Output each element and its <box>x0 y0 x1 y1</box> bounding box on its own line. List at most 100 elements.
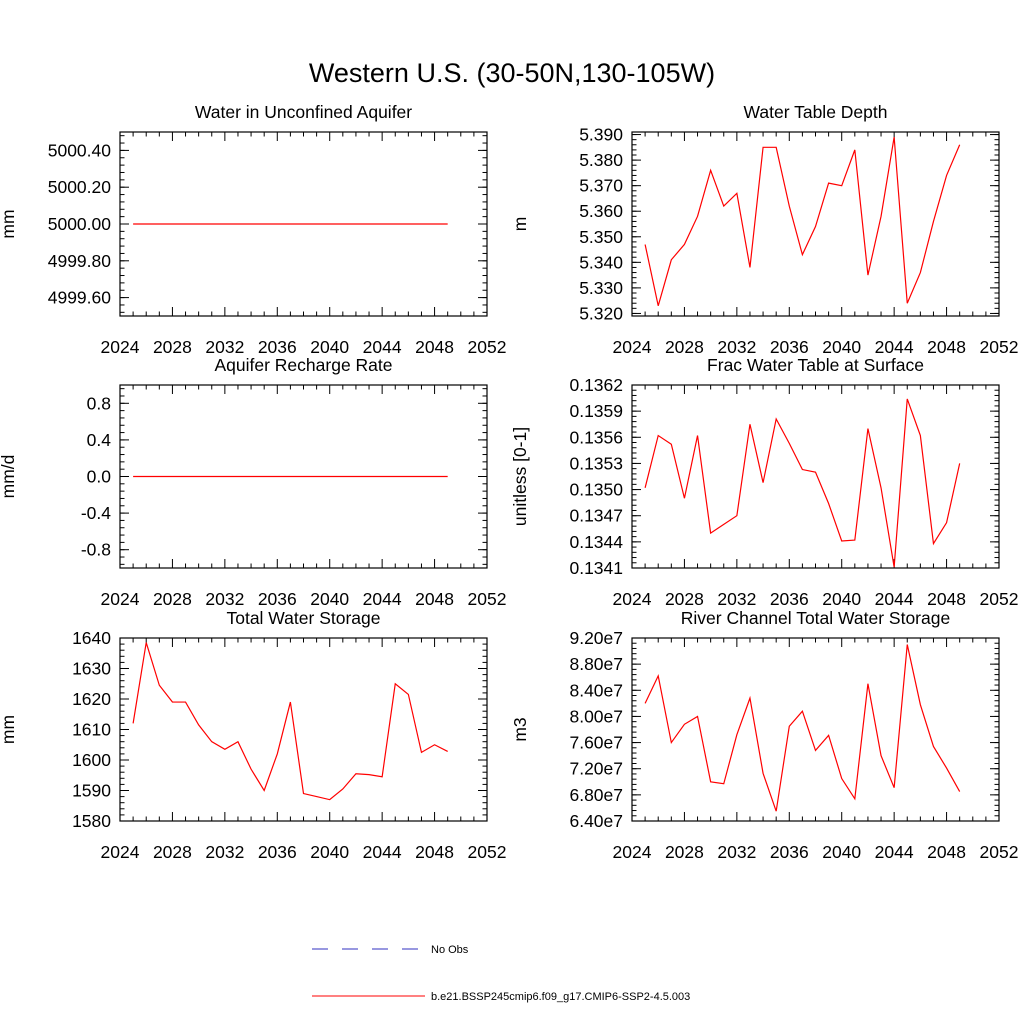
x-tick-label: 2032 <box>717 589 756 609</box>
panel-title: River Channel Total Water Storage <box>681 608 950 628</box>
x-tick-label: 2036 <box>770 337 809 357</box>
panel-title: Total Water Storage <box>226 608 380 628</box>
x-tick-label: 2032 <box>717 842 756 862</box>
y-tick-label: 0.1362 <box>569 375 623 395</box>
y-tick-label: 0.1347 <box>569 506 623 526</box>
y-axis-label: mm <box>0 715 18 744</box>
x-tick-label: 2036 <box>770 842 809 862</box>
y-tick-label: 9.20e7 <box>569 628 623 648</box>
x-tick-label: 2052 <box>980 589 1019 609</box>
chart-panels: Water in Unconfined Aquifer mm 2024 2028 203… <box>0 102 1018 862</box>
x-tick-label: 2052 <box>468 842 507 862</box>
y-tick-label: 1610 <box>72 720 111 740</box>
y-tick-label: 0.1350 <box>569 480 623 500</box>
x-tick-label: 2044 <box>875 337 914 357</box>
x-tick-label: 2036 <box>258 589 297 609</box>
x-tick-label: 2048 <box>415 842 454 862</box>
panel-title: Water in Unconfined Aquifer <box>195 102 412 122</box>
x-tick-label: 2028 <box>153 589 192 609</box>
y-tick-label: 5.390 <box>579 125 623 145</box>
y-tick-label: 8.80e7 <box>569 654 623 674</box>
series-line <box>132 642 448 801</box>
x-tick-label: 2040 <box>310 842 349 862</box>
x-tick-label: 2024 <box>613 337 652 357</box>
chart-panel-4: Frac Water Table at Surface unitless [0-1… <box>510 355 1018 609</box>
x-tick-label: 2044 <box>363 589 402 609</box>
y-tick-label: 0.1353 <box>569 453 623 473</box>
x-tick-label: 2048 <box>415 589 454 609</box>
legend-model-label: b.e21.BSSP245cmip6.f09_g17.CMIP6-SSP2-4.… <box>431 991 690 1003</box>
y-tick-label: 0.1356 <box>569 427 623 447</box>
y-tick-label: 5000.40 <box>48 140 112 160</box>
x-tick-label: 2024 <box>613 842 652 862</box>
x-tick-label: 2052 <box>980 337 1019 357</box>
y-tick-label: 1590 <box>72 781 111 801</box>
y-tick-label: 0.4 <box>87 430 112 450</box>
y-tick-label: 0.1344 <box>569 532 623 552</box>
x-tick-label: 2052 <box>980 842 1019 862</box>
y-tick-label: 5000.00 <box>48 214 112 234</box>
y-tick-label: 5.380 <box>579 150 623 170</box>
x-tick-label: 2048 <box>927 589 966 609</box>
x-tick-label: 2044 <box>875 589 914 609</box>
y-tick-label: 5.350 <box>579 227 623 247</box>
panel-title: Water Table Depth <box>744 102 888 122</box>
x-tick-label: 2024 <box>101 337 140 357</box>
x-tick-label: 2032 <box>205 842 244 862</box>
x-tick-label: 2036 <box>258 337 297 357</box>
y-tick-label: 0.1341 <box>569 558 623 578</box>
x-tick-label: 2040 <box>822 337 861 357</box>
y-axis-label: m3 <box>510 717 530 741</box>
x-tick-label: 2028 <box>665 842 704 862</box>
page-title: Western U.S. (30-50N,130-105W) <box>309 58 715 88</box>
y-axis-label: mm <box>0 209 18 238</box>
panel-title: Frac Water Table at Surface <box>707 355 924 375</box>
y-tick-label: 5.320 <box>579 303 623 323</box>
y-tick-label: 6.80e7 <box>569 785 623 805</box>
y-tick-label: 1620 <box>72 689 111 709</box>
chart-panel-5: Total Water Storage mm 2024 2028 2032 2036 204… <box>0 608 506 862</box>
series-line <box>644 137 961 306</box>
x-tick-label: 2040 <box>822 589 861 609</box>
x-tick-label: 2052 <box>468 589 507 609</box>
x-tick-label: 2040 <box>822 842 861 862</box>
x-tick-label: 2028 <box>153 842 192 862</box>
y-tick-label: 0.0 <box>87 467 112 487</box>
chart-panel-6: River Channel Total Water Storage m3 2024 2… <box>510 608 1018 862</box>
x-tick-label: 2024 <box>101 589 140 609</box>
x-tick-label: 2032 <box>205 337 244 357</box>
y-tick-label: 0.8 <box>87 393 111 413</box>
legend: No Obs b.e21.BSSP245cmip6.f09_g17.CMIP6-… <box>312 944 690 1003</box>
series-line <box>644 644 961 812</box>
x-tick-label: 2028 <box>665 589 704 609</box>
x-tick-label: 2040 <box>310 589 349 609</box>
x-tick-label: 2028 <box>153 337 192 357</box>
y-tick-label: 7.20e7 <box>569 759 623 779</box>
y-tick-label: -0.8 <box>81 540 111 560</box>
y-tick-label: 1630 <box>72 659 111 679</box>
y-tick-label: 6.40e7 <box>569 811 623 831</box>
y-tick-label: 5.340 <box>579 252 623 272</box>
x-tick-label: 2036 <box>770 589 809 609</box>
y-tick-label: 1580 <box>72 811 111 831</box>
y-tick-label: 5.330 <box>579 278 623 298</box>
series-line <box>644 398 961 568</box>
y-tick-label: 1640 <box>72 628 111 648</box>
y-axis-label: mm/d <box>0 455 18 499</box>
x-tick-label: 2048 <box>927 842 966 862</box>
x-tick-label: 2032 <box>205 589 244 609</box>
x-tick-label: 2032 <box>717 337 756 357</box>
y-tick-label: 8.40e7 <box>569 680 623 700</box>
chart-panel-2: Water Table Depth m 2024 2028 2032 2036 2040 20… <box>510 102 1018 357</box>
x-tick-label: 2028 <box>665 337 704 357</box>
y-tick-label: 5.370 <box>579 176 623 196</box>
y-tick-label: 8.00e7 <box>569 706 623 726</box>
y-tick-label: -0.4 <box>81 503 111 523</box>
panel-title: Aquifer Recharge Rate <box>214 355 392 375</box>
legend-obs-label: No Obs <box>431 944 469 956</box>
x-tick-label: 2044 <box>363 337 402 357</box>
x-tick-label: 2048 <box>415 337 454 357</box>
y-tick-label: 4999.80 <box>48 251 112 271</box>
y-tick-label: 1600 <box>72 750 111 770</box>
